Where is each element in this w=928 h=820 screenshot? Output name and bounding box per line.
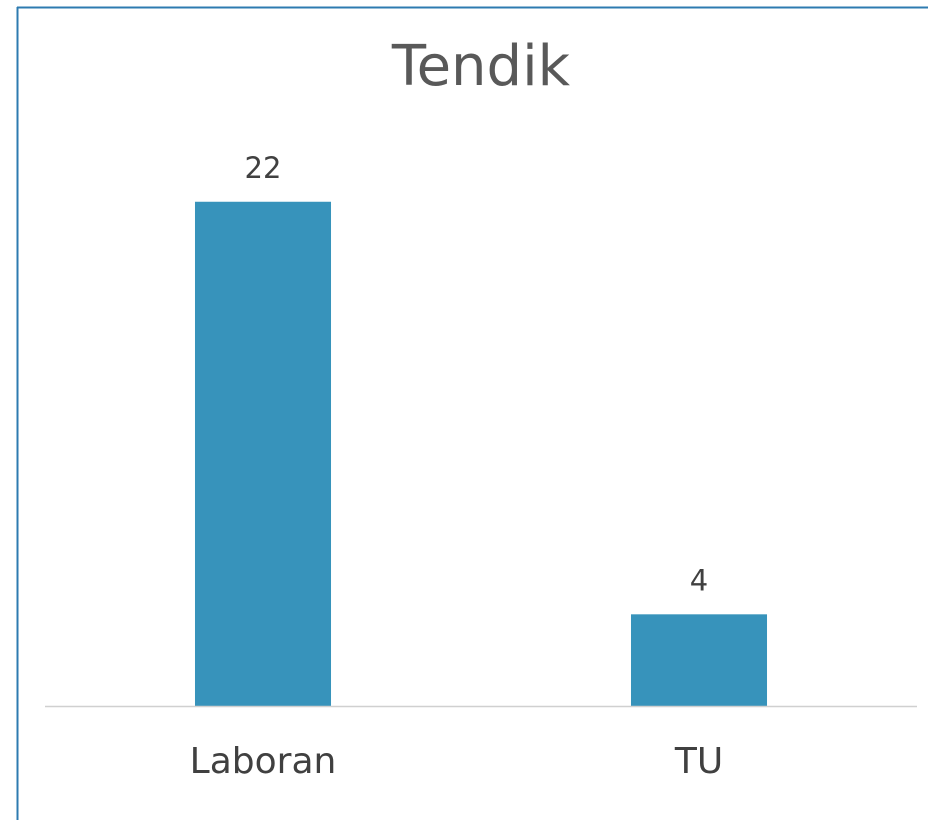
bar — [630, 614, 768, 706]
chart-title: Tendik — [391, 34, 571, 99]
x-tick-label: Laboran — [190, 741, 337, 782]
data-label: 22 — [245, 151, 282, 185]
bar — [194, 201, 332, 706]
x-tick-label: TU — [674, 741, 723, 782]
data-label: 4 — [690, 563, 708, 597]
